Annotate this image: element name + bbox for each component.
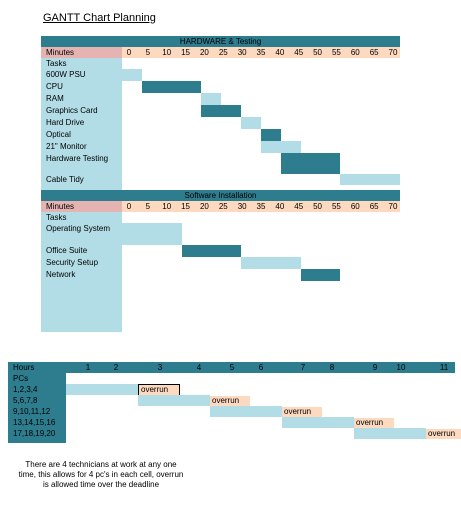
- task-label: Network: [46, 270, 76, 279]
- axis-tick-2: 2: [113, 363, 119, 372]
- pcs-header: PCs: [13, 374, 29, 383]
- axis-tick-25: 25: [218, 48, 228, 57]
- axis-tick-6: 6: [258, 363, 264, 372]
- task-bar: [241, 257, 301, 269]
- axis-tick-5: 5: [145, 202, 151, 211]
- task-bar: [241, 117, 261, 129]
- axis-tick-5: 5: [145, 48, 151, 57]
- task-bar: [300, 269, 341, 281]
- pc-group-bar: [282, 417, 354, 428]
- task-label: Operating System: [46, 224, 111, 233]
- task-bar: [201, 105, 242, 117]
- axis-label: Minutes: [41, 47, 122, 58]
- axis-label: Hours: [13, 363, 35, 372]
- task-label-column: [41, 212, 122, 332]
- axis-tick-5: 5: [229, 363, 235, 372]
- task-label: 600W PSU: [46, 70, 86, 79]
- axis-tick-3: 3: [157, 363, 163, 372]
- axis-tick-25: 25: [218, 202, 228, 211]
- task-bar: [280, 153, 341, 174]
- task-label: Hardware Testing: [46, 154, 109, 163]
- task-bar: [122, 223, 182, 245]
- axis-tick-45: 45: [294, 202, 304, 211]
- task-label: Cable Tidy: [46, 175, 84, 184]
- axis-tick-30: 30: [237, 202, 247, 211]
- pc-group-label: 9,10,11,12: [13, 407, 51, 416]
- axis-tick-10: 10: [162, 202, 172, 211]
- tasks-header: Tasks: [46, 213, 67, 222]
- task-label: CPU: [46, 82, 63, 91]
- overrun-label: overrun: [426, 429, 461, 439]
- task-label: Optical: [46, 130, 71, 139]
- task-bar: [201, 93, 222, 105]
- axis-tick-15: 15: [181, 202, 191, 211]
- pc-group-label: 17,18,19,20: [13, 429, 56, 438]
- axis-band: [8, 362, 455, 373]
- axis-tick-10: 10: [162, 48, 172, 57]
- task-label: Graphics Card: [46, 106, 98, 115]
- axis-tick-70: 70: [388, 202, 398, 211]
- axis-tick-30: 30: [237, 48, 247, 57]
- task-bar: [122, 69, 142, 81]
- axis-tick-50: 50: [313, 48, 323, 57]
- task-bar: [261, 129, 281, 141]
- task-label: 21" Monitor: [46, 142, 87, 151]
- axis-tick-35: 35: [256, 202, 266, 211]
- axis-tick-70: 70: [388, 48, 398, 57]
- axis-tick-1: 1: [85, 363, 91, 372]
- pc-group-bar: [210, 406, 282, 417]
- axis-tick-65: 65: [369, 48, 379, 57]
- axis-tick-11: 11: [439, 363, 449, 372]
- overrun-label: overrun: [210, 396, 250, 406]
- axis-tick-20: 20: [199, 48, 209, 57]
- overrun-label: overrun: [282, 407, 322, 417]
- axis-tick-9: 9: [372, 363, 378, 372]
- pc-label-column: [8, 373, 66, 443]
- task-label-column: [41, 58, 122, 197]
- tasks-header: Tasks: [46, 59, 67, 68]
- page-title: GANTT Chart Planning: [43, 12, 156, 24]
- axis-tick-10: 10: [396, 363, 406, 372]
- axis-tick-35: 35: [256, 48, 266, 57]
- axis-tick-7: 7: [300, 363, 306, 372]
- axis-tick-0: 0: [126, 48, 132, 57]
- pc-group-label: 1,2,3,4: [13, 385, 38, 394]
- task-bar: [181, 245, 242, 257]
- axis-tick-60: 60: [350, 48, 360, 57]
- axis-tick-15: 15: [181, 48, 191, 57]
- axis-tick-55: 55: [331, 202, 341, 211]
- axis-tick-20: 20: [199, 202, 209, 211]
- overrun-label: overrun: [354, 418, 394, 428]
- axis-tick-4: 4: [196, 363, 202, 372]
- axis-tick-55: 55: [331, 48, 341, 57]
- task-label: Office Suite: [46, 246, 88, 255]
- task-bar: [261, 141, 301, 153]
- pc-group-bar: [66, 384, 138, 395]
- pc-group-label: 5,6,7,8: [13, 396, 38, 405]
- axis-tick-40: 40: [275, 48, 285, 57]
- axis-tick-8: 8: [329, 363, 335, 372]
- axis-tick-65: 65: [369, 202, 379, 211]
- axis-tick-60: 60: [350, 202, 360, 211]
- chart-title-band: HARDWARE & Testing: [41, 36, 400, 47]
- axis-tick-40: 40: [275, 202, 285, 211]
- task-bar: [141, 81, 202, 93]
- axis-band: [122, 201, 400, 212]
- chart-title-band: Software Installation: [41, 190, 400, 201]
- note-text: There are 4 technicians at work at any o…: [18, 460, 184, 489]
- task-label: RAM: [46, 94, 64, 103]
- axis-band: [122, 47, 400, 58]
- axis-tick-50: 50: [313, 202, 323, 211]
- task-label: Hard Drive: [46, 118, 85, 127]
- pc-group-bar: [354, 428, 426, 439]
- pc-group-bar: [138, 395, 210, 406]
- axis-tick-45: 45: [294, 48, 304, 57]
- task-bar: [340, 174, 400, 185]
- task-label: Security Setup: [46, 258, 99, 267]
- pc-group-label: 13,14,15,16: [13, 418, 56, 427]
- axis-tick-0: 0: [126, 202, 132, 211]
- axis-label: Minutes: [41, 201, 122, 212]
